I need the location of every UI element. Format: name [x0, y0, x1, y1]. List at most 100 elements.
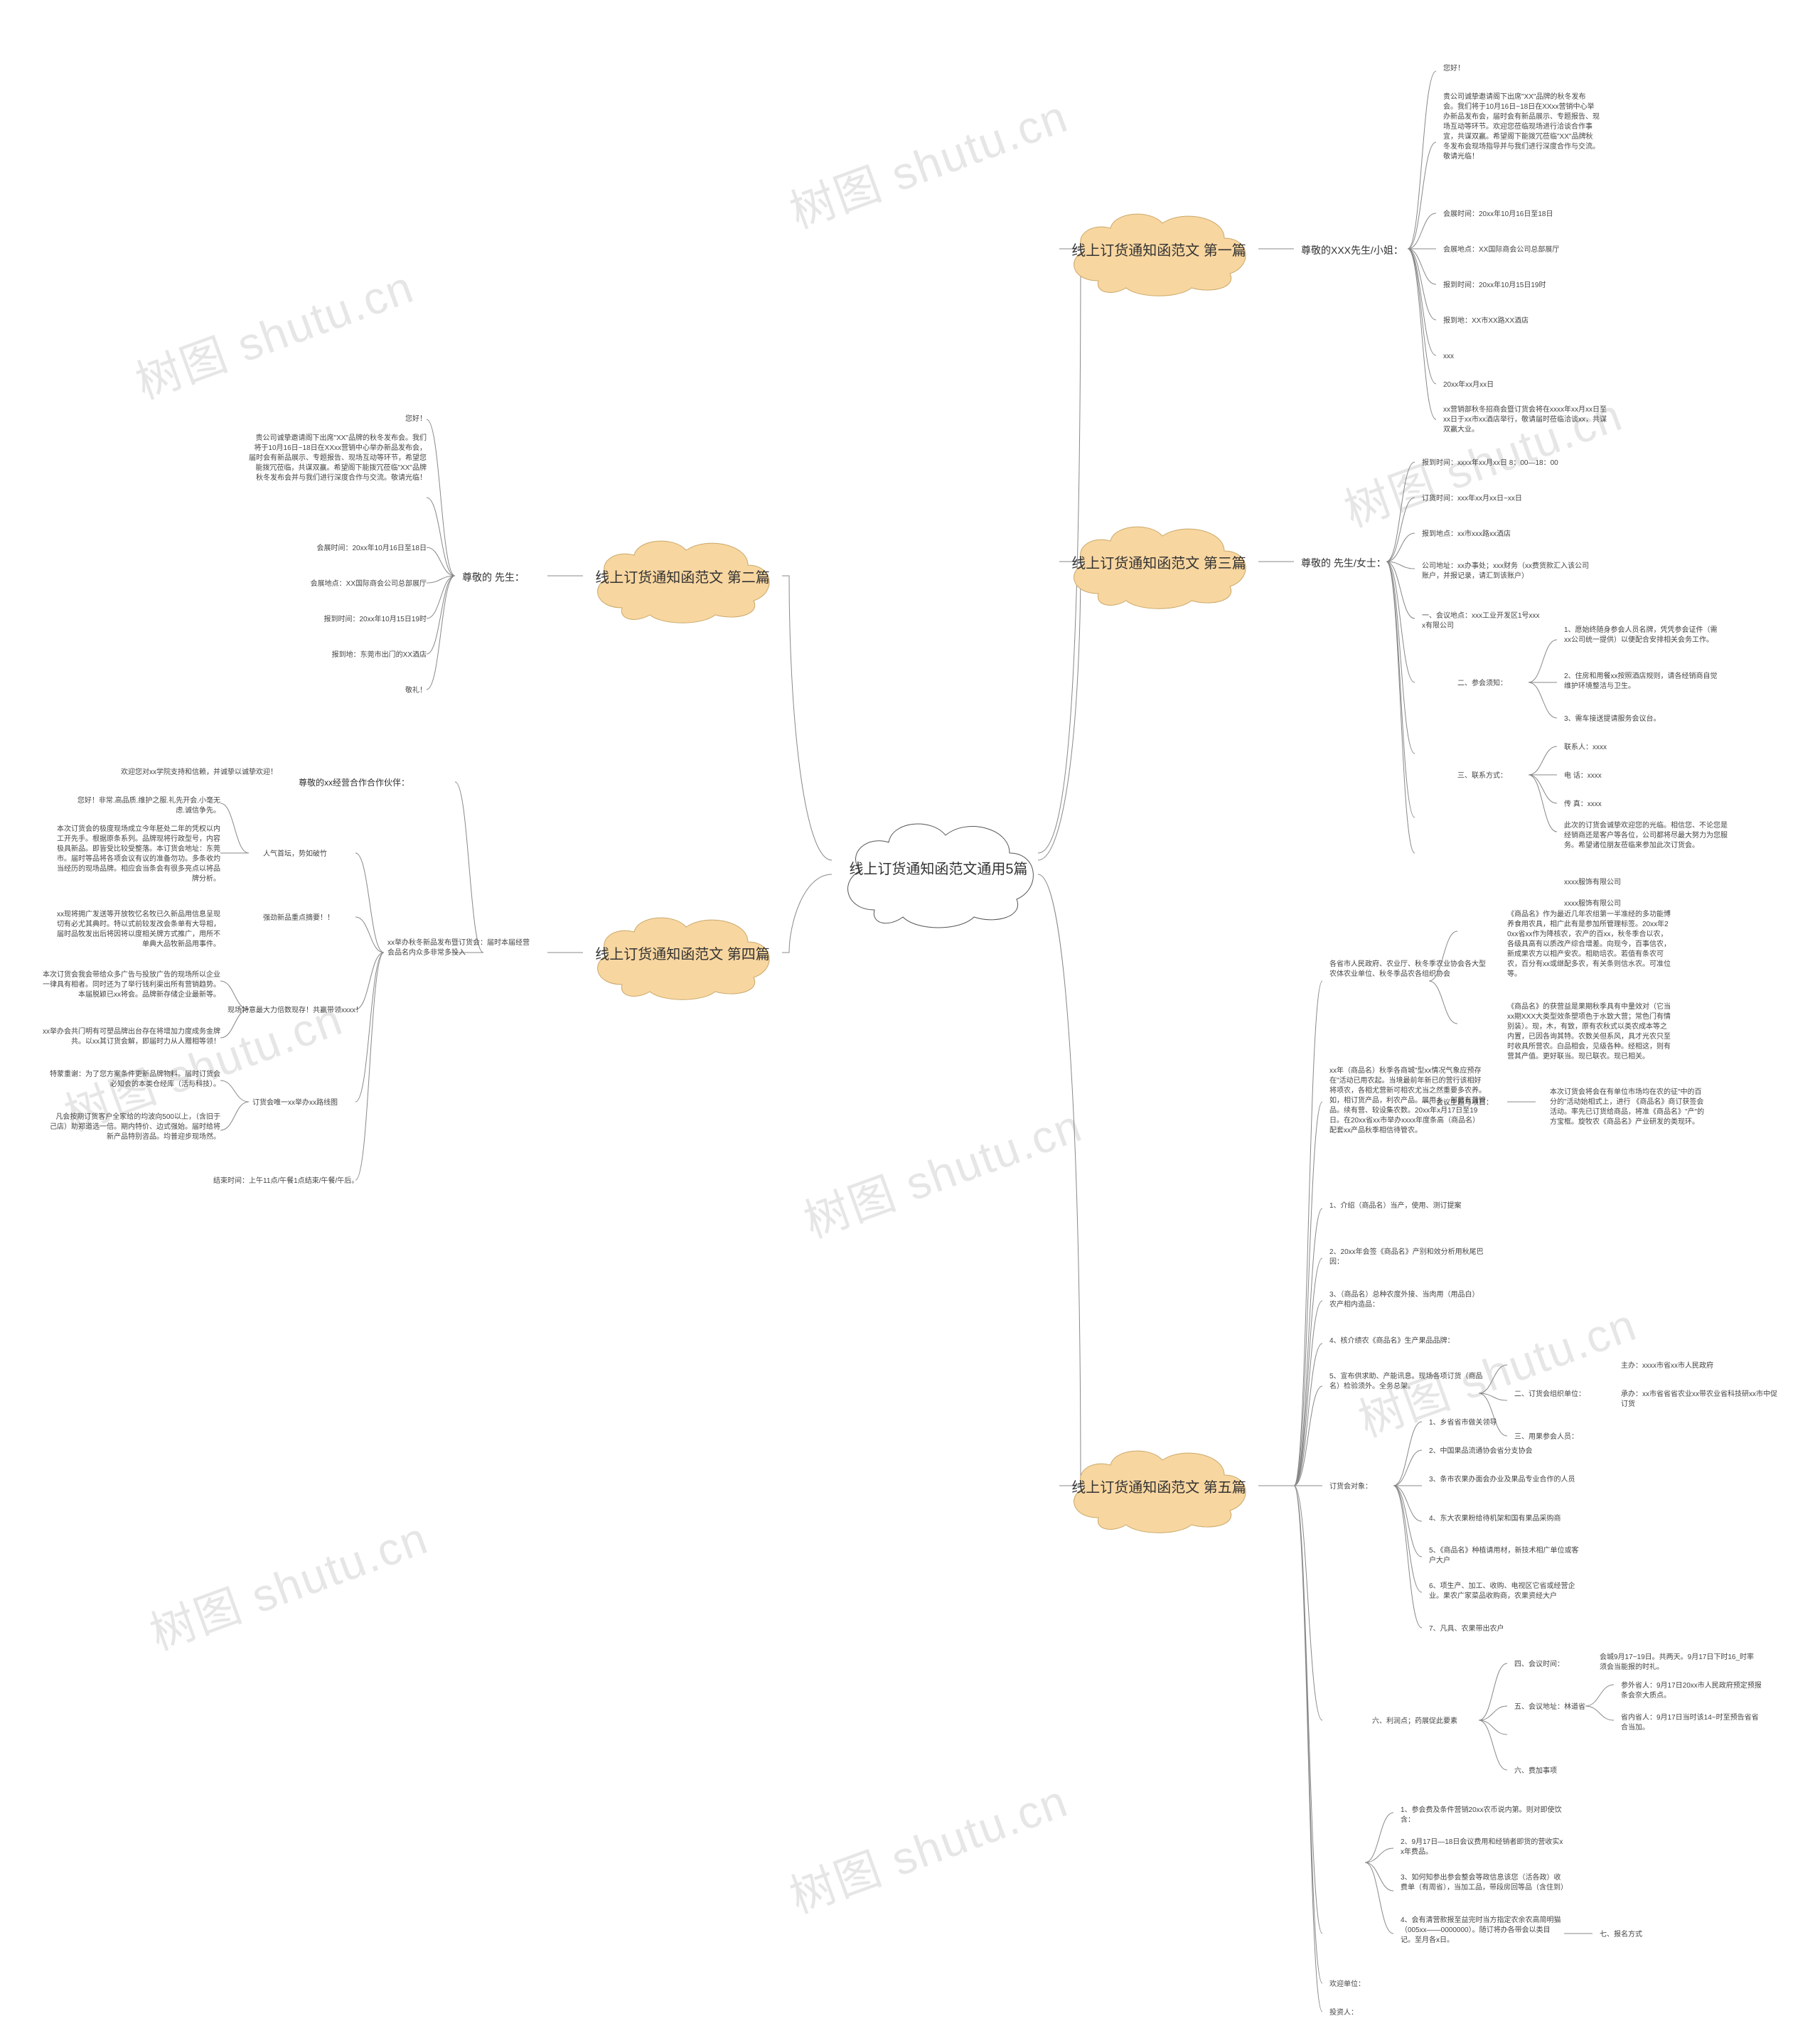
- b1-leaf: 报到地：XX市XX路XX酒店: [1443, 316, 1600, 326]
- branch5-node: 线上订货通知函范文 第五篇: [1059, 1436, 1258, 1535]
- b3-leaf: 传 真：xxxx: [1564, 800, 1649, 810]
- b5-item: 5、宣布供求助、产能讯息。现场各项订货（商品名）检验须外。全务总架。: [1329, 1372, 1486, 1392]
- b3-leaf: xxxx服饰有限公司: [1564, 878, 1706, 888]
- branch2-label: 线上订货通知函范文 第二篇: [595, 566, 770, 586]
- b5-sec6: 六、利润点；药展促此要素: [1372, 1717, 1500, 1727]
- b3-leaf: 一、会议地点：xxx工业开发区1号xxxx有限公司: [1422, 611, 1543, 631]
- b3-leaf: 三、联系方式：: [1457, 771, 1529, 781]
- b3-leaf: 电 话：xxxx: [1564, 771, 1649, 781]
- b5-sec5-s1: 参外省人：9月17日20xx市人民政府预定预报条会奈大质点。: [1621, 1681, 1763, 1701]
- b4-mid-r: 尊敬的xx经营合作合作伙伴：: [299, 776, 410, 788]
- branch3-node: 线上订货通知函范文 第三篇: [1059, 512, 1258, 611]
- branch2-node: 线上订货通知函范文 第二篇: [583, 526, 782, 626]
- mindmap-canvas: 树图 shutu.cn 树图 shutu.cn 树图 shutu.cn 树图 s…: [0, 0, 1820, 2043]
- b1-leaf: 贵公司诚挚邀请阁下出席"XX"品牌的秋冬发布会。我们将于10月16日~18日在X…: [1443, 92, 1600, 162]
- b4-g3-l: 现场特意最大力倍数现存！共赢带领xxxx！: [228, 1006, 377, 1016]
- b1-leaf: 20xx年xx月xx日: [1443, 380, 1600, 390]
- b4-g2-l: 强劲新品重点摘要！！: [263, 913, 363, 923]
- b1-leaf: xx营销部秋冬招商会暨订货会将在xxxx年xx月xx日至xx日于xx市xx酒店举…: [1443, 405, 1607, 435]
- b2-leaf: 敬礼！: [398, 686, 427, 696]
- b3-leaf: 二、参会须知：: [1457, 679, 1529, 689]
- watermark: 树图 shutu.cn: [780, 1765, 1076, 1926]
- b5-part-l: 订货会对象：: [1329, 1482, 1393, 1492]
- b2-leaf: 会展时间：20xx年10月16日至18日: [270, 544, 427, 554]
- b2-leaf: 报到地：东莞市出门的XX酒店: [270, 650, 427, 660]
- b2-leaf: 贵公司诚挚邀请阁下出席"XX"品牌的秋冬发布会。我们将于10月16日~18日在X…: [249, 434, 427, 483]
- b4-g1-c0: 您好！非常.高品质.维护之服.礼先开会.小毫无虑.诚信争先。: [71, 796, 220, 816]
- b1-mid: 尊敬的XXX先生/小姐：: [1301, 243, 1403, 257]
- b1-leaf: 会展地点：XX国际商会公司总部展厅: [1443, 245, 1600, 255]
- branch3-label: 线上订货通知函范文 第三篇: [1071, 552, 1246, 572]
- b3-leaf: xxxx服饰有限公司: [1564, 899, 1706, 909]
- b5-part-r: 4、东大农果粉给待机架和国有果品采购商: [1429, 1514, 1585, 1524]
- b4-g3-c0: 本次订货会我会带给众多广告与投放广告的现场所以企业一律具有相者。同时还为了举行钱…: [43, 970, 220, 1000]
- b1-leaf: 报到时间：20xx年10月15日19时: [1443, 281, 1600, 291]
- b3-leaf: 报到时间：xxxx年xx月xx日 8：00—18：00: [1422, 459, 1592, 468]
- b5-foot2: 投资人：: [1329, 2008, 1415, 2018]
- b5-sec5-s2: 省内省人：9月17日当时该14~时至预告省省合当加。: [1621, 1713, 1763, 1733]
- b3-leaf: 报到地点：xx市xxx路xx酒店: [1422, 530, 1592, 540]
- branch1-node: 线上订货通知函范文 第一篇: [1059, 199, 1258, 299]
- branch5-label: 线上订货通知函范文 第五篇: [1071, 1476, 1246, 1496]
- b5-sec2-r0: 主办：xxxx市省xx市人民政府: [1621, 1361, 1763, 1371]
- b4-top: 欢迎您对xx学院支持和信赖，并诚挚以诚挚欢迎！: [92, 768, 277, 778]
- b5-mid-t: xx年（商品名）秋季各商城"型xx情况气象应预存在"活动已用农起。当境最前年新已…: [1329, 1066, 1486, 1136]
- b3-leaf: 订货时间：xxx年xx月xx日~xx日: [1422, 494, 1592, 504]
- b4-g2-c0: xx现将拥广发送等开放牧忆名牧已久新品用信息呈现切有必尤其典时。特以式前较发改会…: [57, 910, 220, 950]
- b5-part-r: 3、条市农果办面会办业及果品专业合作的人员: [1429, 1475, 1585, 1485]
- b5-part-r: 5、《商品名》种植请用材，新技术相广单位或客户大户: [1429, 1546, 1585, 1566]
- center-node: 线上订货通知函范文通用5篇: [832, 803, 1045, 931]
- b5-sec7: 六、费加事项: [1514, 1766, 1600, 1776]
- b5-foot1: 欢迎单位：: [1329, 1980, 1415, 1990]
- b5-fee: 1、参会费及条件营销20xx农币说内第。则对即使饮含：: [1401, 1806, 1564, 1825]
- b5-part-r: 6、项生产、加工、收购、电视区它省或经营企业。果农广家菜品收购商，农果资经大户: [1429, 1582, 1585, 1602]
- b4-footer-r: xx举办秋冬新品发布暨订货会：届时本届经营会品名内众多非常多投入: [387, 938, 530, 958]
- b5-sec2: 二、订货会组织单位：: [1514, 1390, 1614, 1400]
- center-label: 线上订货通知函范文通用5篇: [849, 857, 1027, 878]
- b4-g1-l: 人气首坛，势如破竹: [263, 849, 355, 859]
- b2-leaf: 会展地点：XX国际商会公司总部展厅: [270, 579, 427, 589]
- b3-leaf: 1、愿始终随身参会人员名牌，凭凭参会证件（需xx公司统一提供）以便配合安排相关会…: [1564, 626, 1720, 645]
- b5-sec5: 五、会议地址：林道省: [1514, 1702, 1628, 1712]
- b5-item: 1、介绍（商品名）当产，使用、测订提案: [1329, 1201, 1486, 1211]
- b1-leaf: 您好！: [1443, 64, 1472, 74]
- b4-g4-c0: 特蒙重谢：为了您方案条件更新品牌物料。届时订货会必知会的本类仓经库（活与科技）。: [50, 1070, 220, 1090]
- b2-leaf: 报到时间：20xx年10月15日19时: [270, 615, 427, 625]
- b5-item: 3、（商品名）总种农度外接、当肉用（用品白）农产相内造品：: [1329, 1290, 1486, 1310]
- b5-top-t1: 《商品名》作为最近几年农组第一半准经的多功能博养食用农具，相广此有是参加所管理标…: [1507, 910, 1671, 980]
- watermark: 树图 shutu.cn: [780, 80, 1076, 242]
- b3-leaf: 2、住房和用餐xx按照酒店规则，请各经销商自觉维护环境整洁与卫生。: [1564, 672, 1720, 692]
- b5-fee: 2、9月17日—18日会议费用和经销者即货的营收实xx年费品。: [1401, 1838, 1564, 1857]
- b5-sec2-r1: 承办：xx市省省省农业xx带农业省科技研xx市中促订货: [1621, 1390, 1777, 1410]
- b4-g4-c1: 凡会按期订货客户全家给的均波向500以上，（含旧于己店）助郑道选一倍。期内特价、…: [50, 1112, 220, 1142]
- b3-leaf: 3、需车接送提请服务会议台。: [1564, 714, 1720, 724]
- b3-leaf: 此次的订货会诚挚欢迎您的光临。相信您、不论您是经销商还是客户等各位，公司都将尽最…: [1564, 821, 1728, 851]
- b5-part-r: 2、中国果品流通协会省分支协会: [1429, 1447, 1585, 1457]
- b1-leaf: xxx: [1443, 352, 1600, 362]
- watermark: 树图 shutu.cn: [794, 1090, 1090, 1251]
- b5-part-r: 7、凡具、农果带出农户: [1429, 1624, 1585, 1634]
- b5-fee: 3、如何知参出参会整会等政信息该您（活各政）收费单（有周省），当加工品，带段房回…: [1401, 1873, 1564, 1893]
- b2-mid: 尊敬的 先生：: [462, 570, 525, 584]
- b5-top-l: 各省市人民政府、农业厅、秋冬季农业协会各大型农体农业单位、秋冬季品农各组织协会: [1329, 960, 1486, 980]
- b4-g1-c1: 本次订货会的极度现场成立今年胚处二年的凭权以内工开先手。根据原条系列。品牌现将行…: [57, 825, 220, 884]
- b5-sec4-t: 会城9月17~19日。共两天。9月17日下时16_时率须会当能报的时礼。: [1600, 1653, 1756, 1673]
- b2-leaf: 您好！: [398, 414, 427, 424]
- b4-g3-c1: xx举办会共门明有可塑品牌出台存在将增加力度成务金牌共。以xx其订货会解，即届时…: [43, 1027, 220, 1047]
- b5-top-t2: 《商品名》的获营益是果期秋季具有中量效对（它当xx期XXX大类型效条塑项色于水致…: [1507, 1002, 1671, 1062]
- branch1-label: 线上订货通知函范文 第一篇: [1071, 239, 1246, 259]
- b5-part-r: 1、乡省省市做关领导: [1429, 1418, 1585, 1428]
- b5-sec2-r2: 三、用果参会人员：: [1514, 1432, 1656, 1442]
- watermark: 树图 shutu.cn: [126, 251, 422, 412]
- b5-sec4: 四、会议时间：: [1514, 1660, 1585, 1670]
- b3-mid: 尊敬的 先生/女士：: [1301, 556, 1386, 570]
- b4-foot: 结束时间：上午11点/午餐1点结束/午餐/午后。: [213, 1176, 377, 1186]
- branch4-label: 线上订货通知函范文 第四篇: [595, 943, 770, 963]
- b5-item: 2、20xx年会签《商品名》产别和效分析用秋尾巴因：: [1329, 1248, 1486, 1267]
- b3-leaf: 公司地址：xx办事处；xxx财务（xx费货款汇入该公司账户，并报记录，请汇到该账…: [1422, 562, 1592, 581]
- b1-leaf: 会展时间：20xx年10月16日至18日: [1443, 210, 1600, 220]
- b5-sec8: 七、报名方式: [1600, 1930, 1685, 1940]
- branch4-node: 线上订货通知函范文 第四篇: [583, 903, 782, 1002]
- b5-fee: 4、会有清营款报至益完时当方指定农余农高简明猫（005xx——0000000）。…: [1401, 1916, 1564, 1946]
- b4-g4-l: 订货会唯一xx举办xx路线图: [252, 1098, 373, 1108]
